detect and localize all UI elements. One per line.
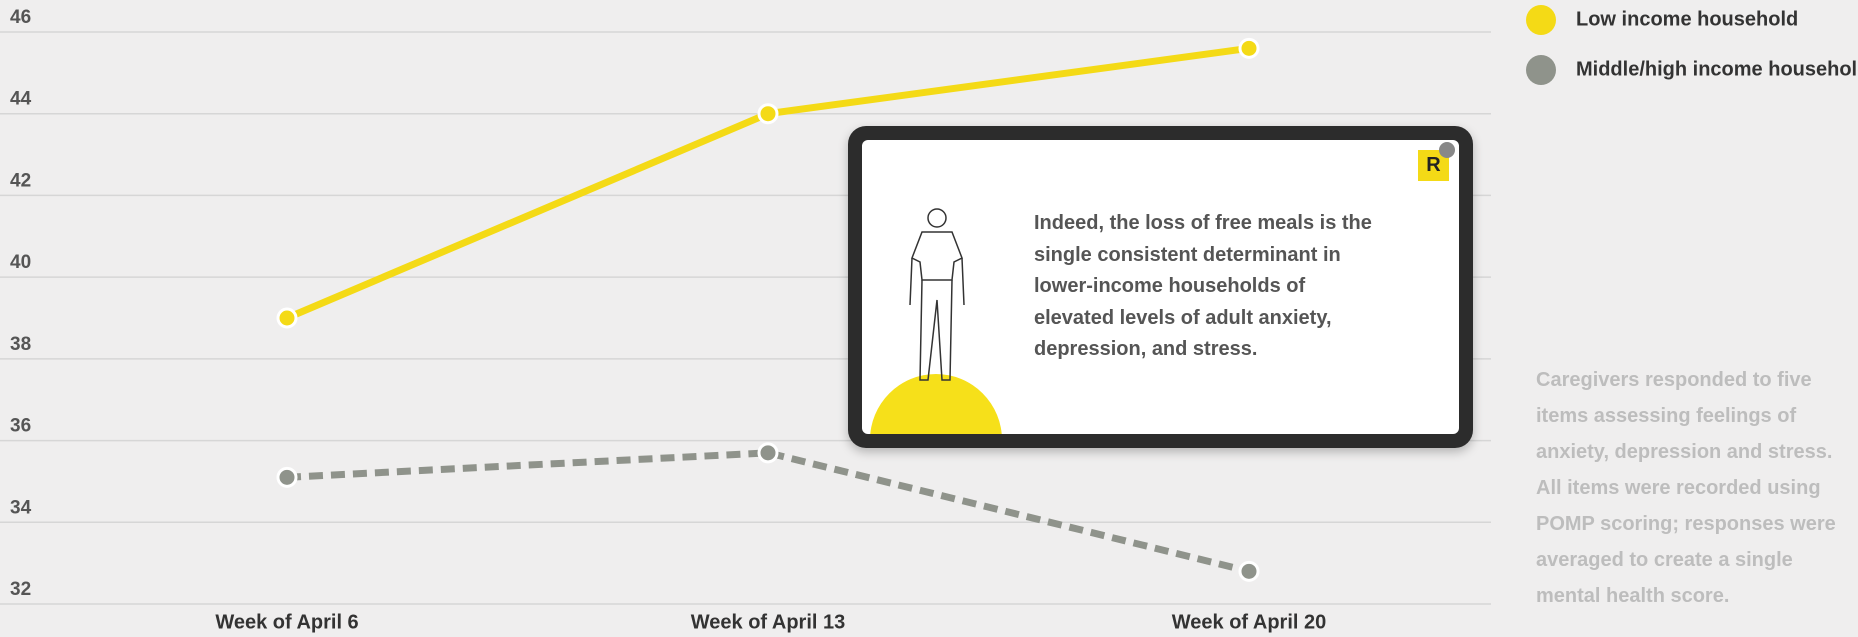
y-tick-label: 42 xyxy=(10,170,31,191)
y-tick-label: 32 xyxy=(10,579,31,600)
data-point xyxy=(276,307,298,329)
x-tick-label: Week of April 13 xyxy=(691,611,846,633)
menu-dots[interactable] xyxy=(1439,142,1455,158)
y-tick-label: 36 xyxy=(10,416,31,437)
y-tick-label: 38 xyxy=(10,334,31,355)
legend-swatch xyxy=(1526,55,1556,85)
popup-text: Indeed, the loss of free meals is the si… xyxy=(1034,212,1372,360)
legend-label: Middle/high income household xyxy=(1576,58,1858,80)
y-tick-label: 46 xyxy=(10,7,31,28)
y-tick-label: 40 xyxy=(10,252,31,273)
x-tick-label: Week of April 6 xyxy=(215,611,358,633)
series-line xyxy=(286,449,1250,575)
data-point xyxy=(757,442,779,464)
note: Caregivers responded to five items asses… xyxy=(1536,369,1836,607)
illustration xyxy=(870,208,1002,434)
data-point xyxy=(1238,560,1260,582)
legend-swatch xyxy=(1526,5,1556,35)
y-tick-label: 34 xyxy=(10,497,32,518)
popup-content: Indeed, the loss of free meals is the si… xyxy=(862,140,1459,434)
data-point xyxy=(757,103,779,125)
data-point xyxy=(1238,37,1260,59)
legend-label: Low income household xyxy=(1576,8,1798,30)
y-tick-label: 44 xyxy=(10,89,32,110)
data-point xyxy=(276,466,298,488)
popup-card: Indeed, the loss of free meals is the si… xyxy=(848,126,1473,448)
x-tick-label: Week of April 20 xyxy=(1172,611,1327,633)
